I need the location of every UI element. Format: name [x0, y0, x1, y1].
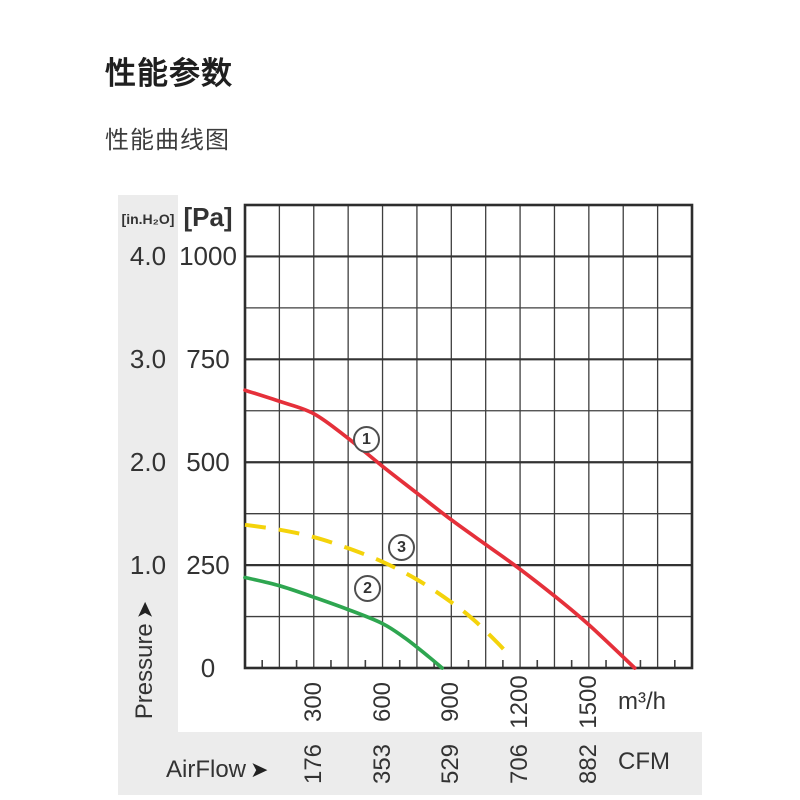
x-tick-label-m3h: 1500	[574, 675, 602, 729]
curve-label-3: 3	[388, 534, 416, 562]
x-tick-label-cfm: 706	[506, 743, 534, 785]
y-tick-label-inh2o: 3.0	[129, 344, 167, 375]
chart-subtitle: 性能曲线图	[105, 127, 230, 154]
plot-border	[243, 203, 694, 670]
y-tick-label-pa: 1000	[179, 241, 237, 272]
y-tick-label-pa: 0	[200, 653, 216, 683]
y-axis-unit-secondary: [in.H₂O]	[121, 211, 175, 227]
curve-label-2: 2	[354, 575, 382, 603]
x-tick-label-m3h: 900	[437, 681, 465, 723]
y-tick-label-pa: 750	[186, 344, 230, 375]
airflow-arrow-icon: ➤	[250, 757, 269, 782]
x-tick-label-cfm: 882	[574, 743, 602, 785]
y-axis-title: Pressure➤	[131, 600, 158, 720]
x-axis-title: AirFlow ➤	[166, 756, 269, 783]
x-tick-label-m3h: 600	[368, 681, 396, 723]
x-tick-label-cfm: 529	[437, 743, 465, 785]
x-axis-unit-secondary: CFM	[618, 748, 670, 775]
curve-1	[243, 388, 637, 670]
curve-2	[243, 575, 444, 670]
curve-label-1: 1	[352, 426, 380, 454]
x-axis-secondary-panel	[118, 732, 702, 795]
y-tick-label-inh2o: 4.0	[129, 241, 167, 272]
x-tick-label-cfm: 176	[299, 743, 327, 785]
x-tick-label-cfm: 353	[368, 743, 396, 785]
y-axis-unit-primary: [Pa]	[183, 202, 233, 232]
y-tick-label-inh2o: 1.0	[129, 550, 167, 581]
x-tick-label-m3h: 1200	[506, 675, 534, 729]
y-tick-label-inh2o: 2.0	[129, 447, 167, 478]
pressure-arrow-icon: ➤	[132, 600, 157, 620]
plot-grid	[243, 203, 694, 670]
y-axis-secondary-panel	[118, 195, 178, 795]
page-title: 性能参数	[105, 56, 233, 91]
y-tick-label-pa: 500	[186, 447, 230, 478]
x-axis-unit-primary: m³/h	[618, 688, 666, 715]
y-tick-label-pa: 250	[186, 550, 230, 581]
x-tick-label-m3h: 300	[299, 681, 327, 723]
curve-3	[244, 522, 511, 657]
